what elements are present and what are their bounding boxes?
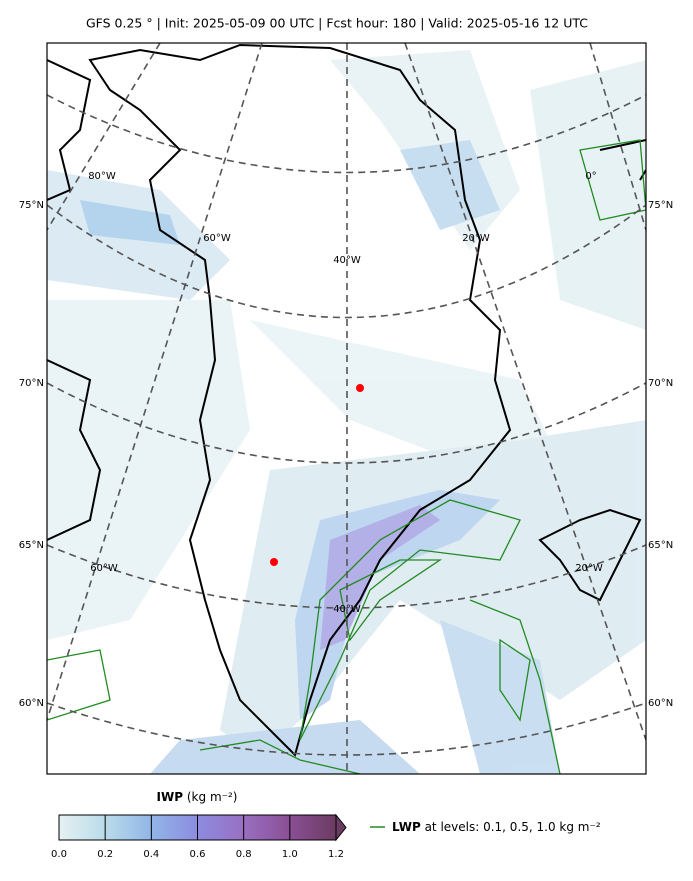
- colorbar-tick-label: 0.0: [51, 849, 67, 860]
- lon-label: 40°W: [333, 604, 361, 615]
- lat-label: 70°N: [648, 378, 673, 389]
- colorbar-tick-label: 1.2: [328, 849, 344, 860]
- colorbar-tick-label: 1.0: [282, 849, 298, 860]
- legend-label-bold: LWP: [392, 820, 421, 834]
- lat-label: 75°N: [648, 200, 673, 211]
- map-frame: [46, 42, 647, 775]
- lon-label: 80°W: [88, 171, 116, 182]
- colorbar-extend: [335, 813, 347, 842]
- colorbar-tick-label: 0.4: [143, 849, 159, 860]
- lon-label: 20°W: [462, 233, 490, 244]
- colorbar-label: IWP (kg m⁻²): [157, 790, 238, 804]
- lon-label: 60°W: [90, 563, 118, 574]
- colorbar-tick-label: 0.8: [236, 849, 252, 860]
- colorbar-segment: [243, 815, 290, 840]
- lat-label: 70°N: [19, 378, 44, 389]
- lat-label: 65°N: [648, 540, 673, 551]
- title: GFS 0.25 ° | Init: 2025-05-09 00 UTC | F…: [86, 16, 588, 31]
- lon-label: 20°W: [575, 563, 603, 574]
- colorbar-tick-label: 0.2: [97, 849, 113, 860]
- colorbar-tick-label: 0.6: [190, 849, 206, 860]
- colorbar-segment: [151, 815, 198, 840]
- lon-label: 0°: [585, 171, 596, 182]
- colorbar-label-bold: IWP: [157, 790, 184, 804]
- lat-label: 60°N: [648, 698, 673, 709]
- lat-label: 65°N: [19, 540, 44, 551]
- legend-label-text: at levels: 0.1, 0.5, 1.0 kg m⁻²: [425, 820, 601, 834]
- lon-label: 60°W: [203, 233, 231, 244]
- map-area: [47, 43, 646, 774]
- colorbar-segment: [105, 815, 152, 840]
- lat-label: 75°N: [19, 200, 44, 211]
- colorbar-label-unit: (kg m⁻²): [187, 790, 238, 804]
- colorbar-segment: [197, 815, 244, 840]
- lon-label: 40°W: [333, 255, 361, 266]
- colorbar-segment: [59, 815, 106, 840]
- lat-label: 60°N: [19, 698, 44, 709]
- legend-label: LWP at levels: 0.1, 0.5, 1.0 kg m⁻²: [392, 820, 601, 834]
- colorbar-segment: [289, 815, 336, 840]
- colorbar: 0.0 0.2 0.4 0.6 0.8 1.0 1.2: [51, 813, 347, 860]
